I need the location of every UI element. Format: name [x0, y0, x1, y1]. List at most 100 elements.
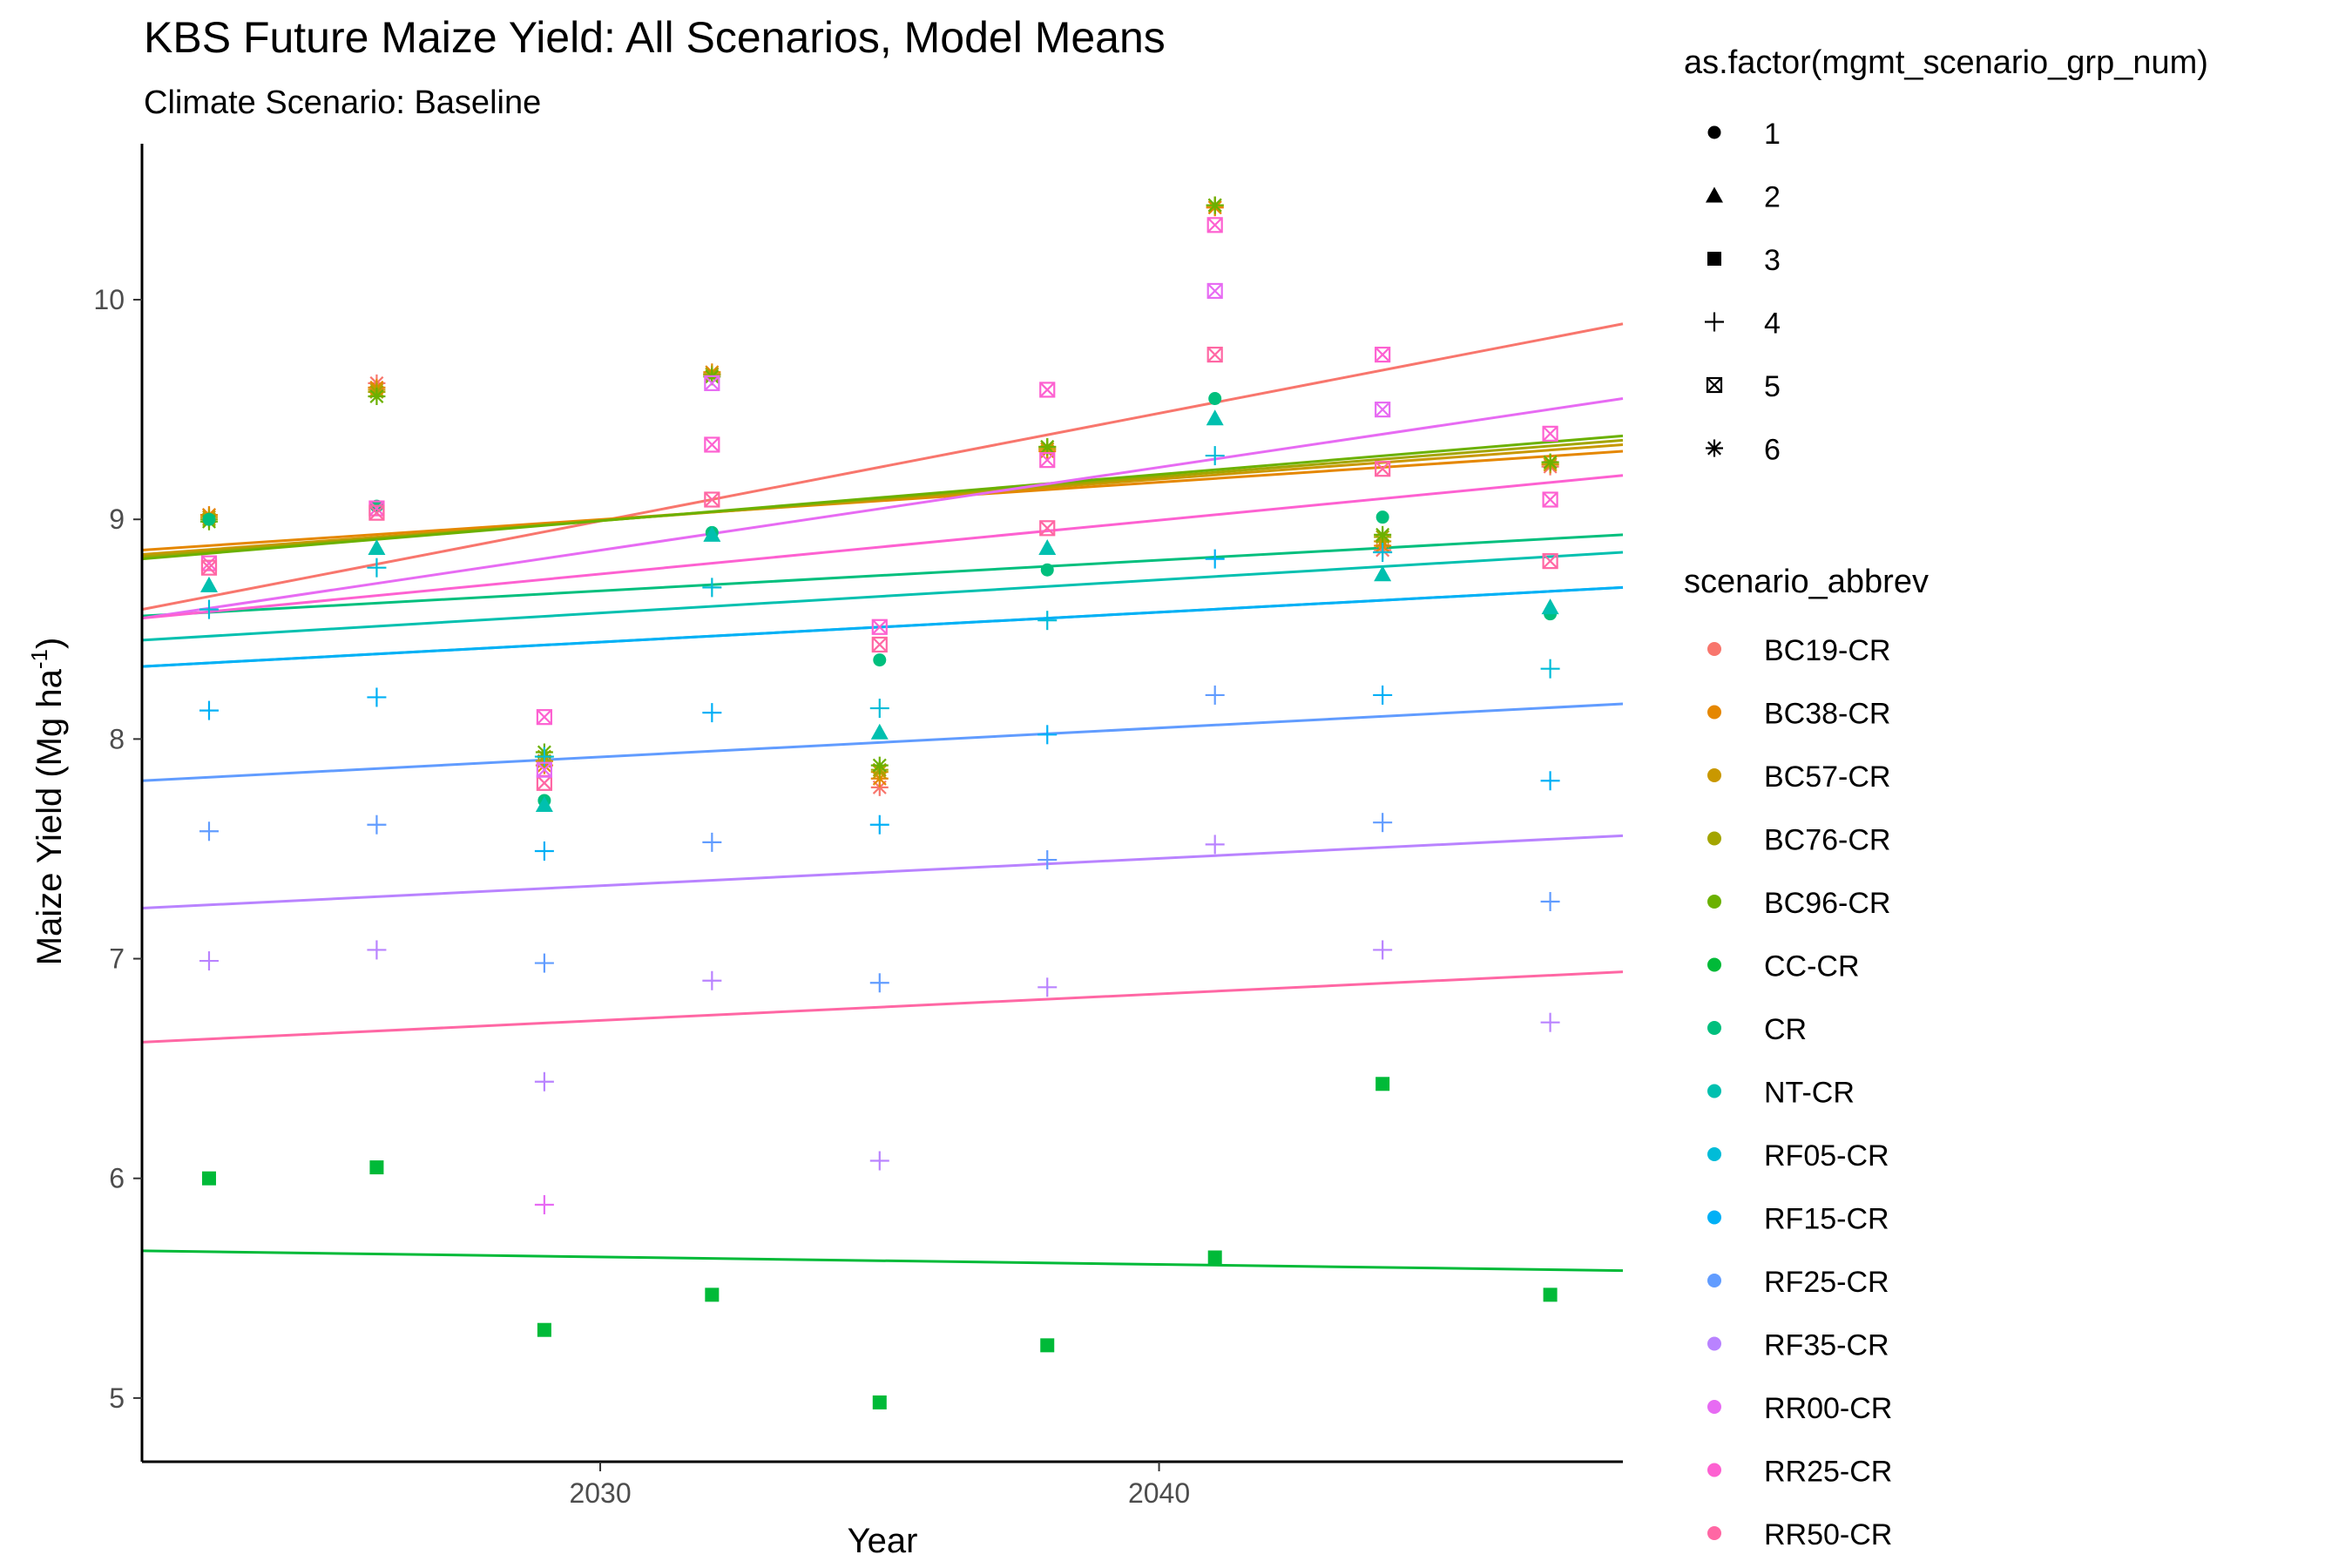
data-point-nt-cr [1206, 409, 1224, 426]
x-tick-label: 2040 [1128, 1477, 1190, 1509]
color-legend-key [1707, 1336, 1721, 1351]
data-point-rf15-cr [1373, 685, 1393, 705]
data-point-rf05-cr [1037, 611, 1058, 631]
data-point-cr [1208, 392, 1222, 406]
data-point-cr [1375, 510, 1389, 524]
color-legend-label: RF15-CR [1764, 1203, 1889, 1236]
color-legend-label: RR50-CR [1764, 1518, 1892, 1551]
data-point-rf05-cr [1205, 446, 1225, 466]
shape-legend: as.factor(mgmt_scenario_grp_num) 1 2 3 4 5 6 [1684, 44, 2208, 467]
data-point-bc96-cr [870, 756, 889, 774]
data-point-rr50-cr [1206, 346, 1223, 363]
data-point-rr25-cr [1206, 217, 1223, 233]
y-tick-label: 9 [109, 504, 125, 535]
data-point-rf15-cr [869, 814, 889, 835]
color-legend-key [1707, 705, 1721, 720]
shape-legend-key [1707, 125, 1721, 139]
data-point-rf25-cr [1037, 850, 1058, 870]
data-point-cc-cr [537, 1322, 551, 1337]
color-legend-key [1707, 1400, 1721, 1414]
data-point-rf15-cr [199, 700, 219, 720]
data-point-rf05-cr [367, 558, 387, 578]
data-point-rr25-cr [871, 618, 888, 635]
plot-area [141, 196, 1624, 1409]
data-point-cc-cr [201, 1171, 216, 1186]
shape-legend-label: 2 [1764, 181, 1781, 214]
color-legend-key [1707, 1021, 1721, 1035]
color-legend-key [1707, 957, 1721, 972]
color-legend-label: NT-CR [1764, 1077, 1855, 1110]
color-legend-key [1707, 1463, 1721, 1477]
data-point-rr50-cr [368, 504, 385, 521]
data-point-nt-cr [535, 796, 553, 813]
data-point-rf05-cr [1540, 659, 1560, 679]
data-point-rf05-cr [199, 599, 219, 619]
color-legend-key [1707, 642, 1721, 656]
chart-title: KBS Future Maize Yield: All Scenarios, M… [144, 13, 1166, 62]
shape-legend-label: 4 [1764, 308, 1781, 341]
data-point-rf15-cr [367, 687, 387, 707]
color-legend: scenario_abbrev BC19-CR BC38-CR BC57-CR BC7… [1684, 564, 1929, 1551]
shape-legend-label: 6 [1764, 434, 1781, 467]
y-tick-label: 7 [109, 943, 125, 975]
color-legend-key [1707, 1210, 1721, 1225]
data-point-rr50-cr [536, 774, 552, 791]
shape-legend-title: as.factor(mgmt_scenario_grp_num) [1684, 44, 2208, 81]
data-point-bc96-cr [1374, 525, 1392, 544]
color-legend-key [1707, 1526, 1721, 1540]
trend-line-rf15-cr [141, 585, 1624, 668]
data-point-bc96-cr [1541, 453, 1559, 471]
data-point-bc96-cr [1206, 196, 1224, 214]
shape-legend-label: 1 [1764, 118, 1781, 151]
trend-line-bc96-cr [141, 434, 1624, 561]
data-point-rr25-cr [1039, 382, 1056, 398]
color-legend-key [1707, 1147, 1721, 1161]
data-point-rf05-cr [702, 578, 722, 598]
data-point-cc-cr [1375, 1077, 1390, 1092]
trend-line-bc19-cr [141, 322, 1624, 612]
data-point-cr [873, 653, 887, 667]
color-legend-label: BC76-CR [1764, 824, 1890, 857]
chart-subtitle: Climate Scenario: Baseline [144, 84, 541, 121]
data-point-bc96-cr [368, 387, 386, 405]
color-legend-label: RF25-CR [1764, 1266, 1889, 1299]
data-point-nt-cr [703, 525, 721, 542]
data-point-rr50-cr [871, 636, 888, 653]
trend-line-rr00-cr [141, 397, 1624, 620]
data-point-rf35-cr [199, 951, 219, 971]
data-point-rf25-cr [367, 814, 387, 835]
shape-legend-key [1706, 439, 1723, 457]
y-axis-title-main: Maize Yield (Mg ha [30, 668, 69, 965]
data-point-rf05-cr [1373, 543, 1393, 563]
color-legend-label: RF35-CR [1764, 1329, 1889, 1362]
data-point-cc-cr [369, 1160, 384, 1175]
trend-line-cc-cr [141, 1249, 1624, 1273]
data-point-rr50-cr [1375, 461, 1391, 477]
data-point-rf25-cr [702, 832, 722, 852]
data-point-rr50-cr [1039, 520, 1056, 537]
trend-line-rf25-cr [141, 702, 1624, 782]
shape-legend-label: 3 [1764, 244, 1781, 277]
data-point-cc-cr [1207, 1250, 1222, 1265]
data-point-nt-cr [1541, 598, 1559, 615]
data-point-cc-cr [705, 1288, 720, 1302]
shape-legend-key [1706, 376, 1723, 394]
trend-line-cr [141, 533, 1624, 618]
y-tick-label: 5 [109, 1382, 125, 1414]
data-point-rf25-cr [1373, 813, 1393, 833]
color-legend-label: BC38-CR [1764, 698, 1890, 731]
data-point-rf05-cr [869, 699, 889, 719]
color-legend-key [1707, 1274, 1721, 1288]
shape-legend-key [1706, 186, 1723, 203]
data-point-nt-cr [870, 723, 889, 740]
trend-line-rf35-cr [141, 834, 1624, 910]
color-legend-label: BC96-CR [1764, 887, 1890, 920]
data-point-rf35-cr [1540, 1012, 1560, 1032]
data-point-rf25-cr [869, 973, 889, 993]
color-legend-label: CC-CR [1764, 950, 1860, 983]
data-point-rf25-cr [199, 821, 219, 841]
data-point-cr [1040, 563, 1054, 577]
data-point-rf35-cr [869, 1151, 889, 1171]
color-legend-label: BC19-CR [1764, 634, 1890, 667]
